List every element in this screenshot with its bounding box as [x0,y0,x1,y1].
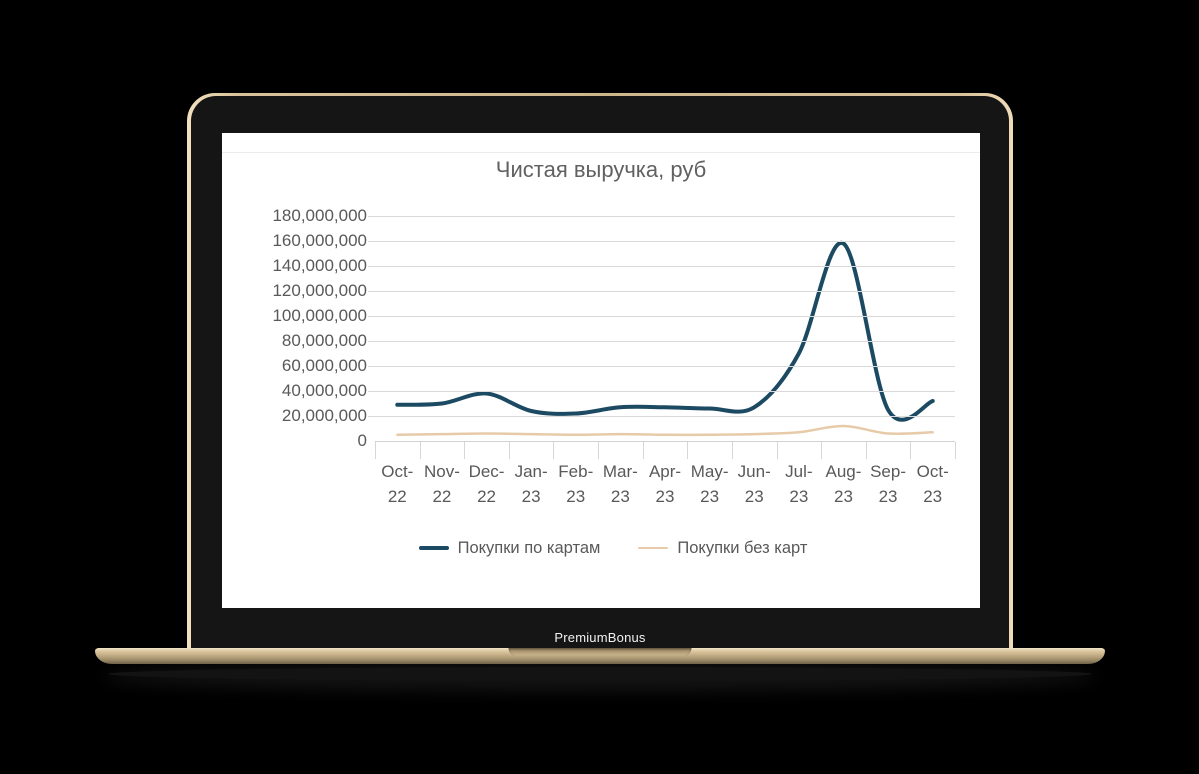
y-axis-label: 80,000,000 [281,331,367,350]
y-axis-label: 140,000,000 [272,256,367,275]
x-axis-tick [687,442,689,459]
x-axis-label: Jun- 23 [737,462,771,506]
laptop-screen: Чистая выручка, руб 180,000,000 160,000,0… [222,133,980,608]
gridline [368,291,955,292]
y-axis-label: 180,000,000 [272,206,367,225]
gridline [368,366,955,367]
x-axis-label: Mar- 23 [602,462,638,506]
x-axis-label: Apr- 23 [648,462,682,506]
x-axis-tick [776,442,778,459]
series-line-card-purchases [395,241,935,422]
gridline [368,216,955,217]
brand-label: PremiumBonus [554,629,646,645]
series-canvas [395,241,935,437]
x-axis-tick [419,442,421,459]
legend-swatch [418,546,449,550]
x-axis-tick [553,442,555,459]
y-axis-label: 0 [357,431,367,450]
y-axis-label: 100,000,000 [272,306,367,325]
x-axis-tick [508,442,510,459]
x-axis-label: Aug- 23 [825,462,862,506]
plot-area [368,216,956,459]
gridline [368,266,955,267]
x-axis-label: May- 23 [690,462,729,506]
x-axis-tick [598,442,600,459]
x-axis-label: Jul- 23 [785,462,813,506]
x-axis-label: Sep- 23 [870,462,907,506]
gridline [368,341,955,342]
gridline [368,391,955,392]
laptop-base [95,648,1105,664]
x-axis-tick [865,442,867,459]
x-axis-label: Feb- 23 [558,462,594,506]
y-axis-label: 40,000,000 [281,381,367,400]
x-axis-tick [955,442,956,459]
x-axis-tick [375,442,376,459]
x-axis-line [375,441,955,442]
x-axis-label: Jan- 23 [514,462,548,506]
gridline [368,316,955,317]
x-axis-tick [464,442,466,459]
x-axis-label: Nov- 22 [423,462,460,506]
chart-title: Чистая выручка, руб [495,157,707,182]
legend-label: Покупки без карт [677,538,808,557]
x-axis-label: Oct- 22 [381,462,414,506]
x-axis-tick [642,442,644,459]
series-line-no-card-purchases [396,424,934,437]
laptop-notch [508,648,692,656]
legend-item: Покупки по картам [418,538,601,558]
x-axis-tick [731,442,733,459]
legend-swatch [638,546,669,550]
chart-frame-border [222,152,980,153]
y-axis-label: 60,000,000 [281,356,367,375]
laptop-shadow [108,667,1092,681]
legend-label: Покупки по картам [457,538,601,557]
x-axis-tick [821,442,823,459]
y-axis-label: 120,000,000 [272,281,367,300]
x-axis-label: Oct- 23 [916,462,949,506]
y-axis-label: 160,000,000 [272,231,367,250]
x-axis-label: Dec- 22 [468,462,505,506]
chart-legend: Покупки по картам Покупки без карт [234,535,992,561]
legend-item: Покупки без карт [638,539,807,558]
gridline [368,241,955,242]
y-axis-label: 20,000,000 [281,406,367,425]
gridline [368,416,955,417]
x-axis-tick [910,442,912,459]
